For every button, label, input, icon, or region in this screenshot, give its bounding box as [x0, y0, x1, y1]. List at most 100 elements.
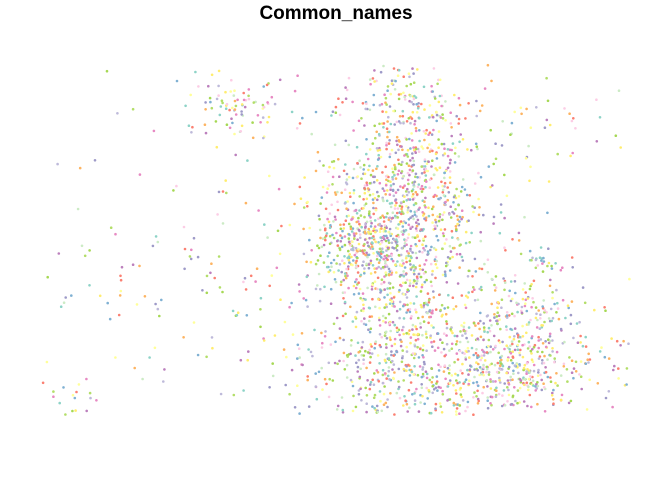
map-point [408, 198, 412, 201]
map-point [413, 272, 416, 276]
map-point [480, 267, 484, 271]
map-point [414, 126, 418, 130]
map-point [119, 278, 123, 282]
map-point [395, 329, 399, 332]
map-point [581, 286, 585, 289]
map-point [415, 295, 418, 298]
map-point [513, 386, 516, 389]
map-point [539, 317, 542, 320]
map-point [433, 349, 437, 352]
map-point [403, 244, 406, 248]
map-point [487, 373, 491, 376]
map-point [451, 255, 454, 259]
map-point [89, 396, 92, 400]
map-point [429, 262, 433, 266]
map-point [448, 244, 452, 248]
map-point [421, 348, 425, 352]
map-point [461, 138, 465, 141]
map-point [352, 189, 356, 192]
map-point [331, 110, 335, 113]
map-point [411, 323, 415, 327]
map-point [349, 244, 352, 247]
map-point [458, 215, 462, 219]
map-point [306, 305, 309, 308]
map-point [405, 162, 409, 165]
map-point [581, 344, 585, 348]
map-point [570, 371, 574, 375]
map-point [364, 226, 367, 229]
map-point [368, 387, 372, 391]
map-point [458, 244, 462, 247]
map-point [429, 248, 432, 252]
map-point [391, 189, 395, 192]
map-point [362, 354, 366, 357]
map-point [455, 187, 458, 191]
map-point [479, 230, 483, 234]
map-point [404, 399, 407, 403]
map-point [397, 120, 401, 123]
map-point [509, 344, 512, 348]
map-point [261, 103, 265, 107]
map-point [521, 335, 525, 338]
map-point [428, 186, 432, 189]
map-point [397, 97, 401, 101]
map-point [282, 348, 286, 351]
map-point [343, 254, 346, 258]
map-point [436, 186, 440, 189]
map-point [347, 265, 350, 268]
map-point [215, 97, 219, 101]
map-point [505, 325, 508, 328]
map-point [385, 346, 388, 349]
map-point [472, 396, 475, 399]
map-point [476, 147, 479, 151]
map-point [417, 356, 421, 359]
map-point [411, 193, 415, 196]
map-point [317, 214, 321, 218]
map-point [422, 237, 425, 240]
map-point [273, 334, 277, 337]
map-point [371, 247, 375, 250]
map-point [447, 191, 451, 194]
map-point [500, 298, 504, 302]
map-point [384, 101, 387, 104]
map-point [418, 250, 421, 253]
map-point [230, 78, 233, 82]
map-point [390, 350, 393, 353]
map-point [302, 252, 306, 256]
map-point [270, 95, 274, 99]
map-point [374, 230, 377, 234]
map-point [408, 406, 411, 410]
map-point [383, 288, 387, 291]
map-point [332, 270, 336, 274]
map-point [421, 243, 424, 246]
map-point [381, 236, 385, 239]
map-point [382, 403, 386, 407]
map-point [552, 402, 555, 406]
map-point [482, 366, 485, 369]
map-point [466, 148, 469, 151]
map-point [242, 389, 245, 392]
map-point [412, 97, 416, 101]
map-point [368, 182, 372, 185]
map-point [219, 392, 223, 396]
map-point [460, 209, 464, 212]
map-point [403, 195, 406, 198]
map-point [449, 216, 453, 219]
map-point [427, 321, 430, 325]
map-point [418, 267, 422, 271]
map-point [378, 333, 382, 336]
map-point [434, 263, 438, 266]
map-point [387, 230, 391, 234]
map-point [523, 215, 526, 219]
map-point [444, 169, 448, 173]
map-point [422, 356, 425, 359]
map-point [469, 364, 472, 368]
map-point [330, 203, 334, 207]
map-point [359, 367, 363, 371]
map-point [408, 310, 412, 314]
map-point [473, 299, 477, 302]
map-point [349, 225, 353, 228]
map-point [490, 277, 494, 281]
map-point [503, 288, 506, 292]
map-point [367, 244, 370, 248]
